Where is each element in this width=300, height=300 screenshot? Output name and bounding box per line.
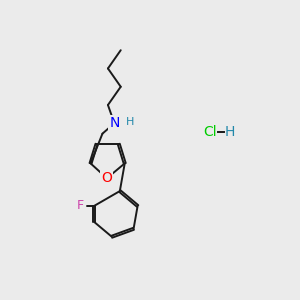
Text: H: H (225, 125, 235, 139)
Text: Cl: Cl (203, 125, 217, 139)
Text: O: O (101, 171, 112, 185)
Text: H: H (126, 117, 134, 127)
Text: F: F (77, 200, 84, 212)
Text: N: N (109, 116, 119, 130)
